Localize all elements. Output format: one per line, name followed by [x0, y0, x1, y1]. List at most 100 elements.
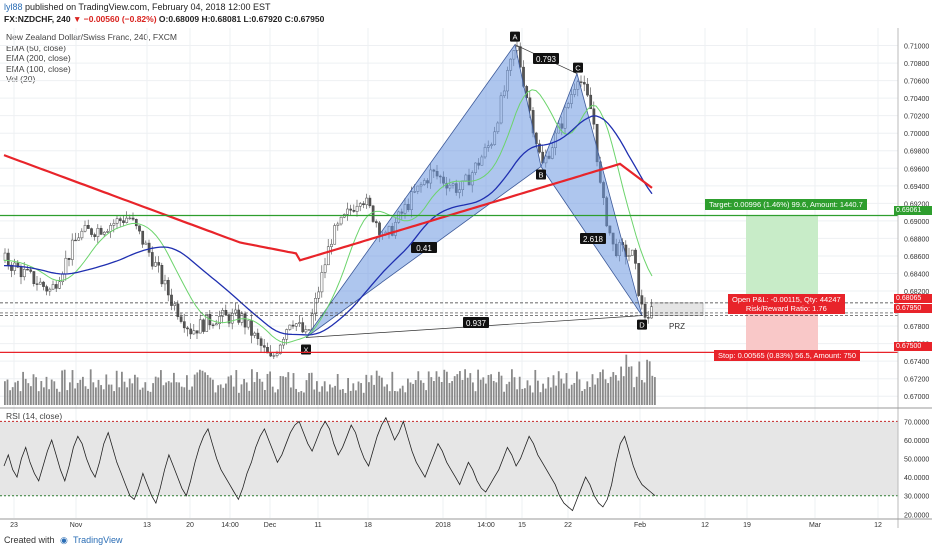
- point-badge: [573, 62, 583, 73]
- rsi-tick-label: 40.0000: [904, 475, 929, 482]
- legend-volume[interactable]: Vol (20): [6, 74, 36, 84]
- pattern-point-a: A: [510, 31, 520, 42]
- volume-bar: [407, 378, 409, 405]
- candle-body: [230, 312, 234, 324]
- volume-bar: [609, 376, 612, 405]
- price-tick-label: 0.67800: [904, 324, 929, 331]
- volume-bar: [240, 384, 243, 405]
- volume-bar: [292, 373, 295, 405]
- volume-bar: [214, 392, 217, 405]
- volume-bar: [35, 377, 37, 405]
- volume-bar: [589, 386, 591, 405]
- volume-bar: [505, 384, 508, 405]
- ema-100-line: [3, 115, 653, 336]
- candle-body: [371, 205, 375, 222]
- volume-bar: [625, 354, 628, 405]
- volume-bar: [596, 378, 599, 405]
- volume-bar: [344, 392, 347, 405]
- volume-bar: [440, 381, 443, 405]
- ratio-badge: [463, 317, 489, 328]
- candle-body: [333, 225, 337, 245]
- volume-bar: [243, 378, 245, 405]
- volume-bar: [61, 370, 63, 405]
- candle-body: [272, 355, 276, 357]
- price-tick-label: 0.68400: [904, 271, 929, 278]
- volume-bar: [136, 377, 139, 405]
- author-name[interactable]: lyl88: [4, 2, 23, 12]
- volume-bar: [565, 373, 568, 405]
- volume-bar: [4, 381, 6, 405]
- volume-bar: [245, 382, 248, 405]
- volume-bar: [217, 385, 219, 405]
- price-tick-label: 0.70400: [904, 96, 929, 103]
- price-tick-label: 0.70200: [904, 114, 929, 121]
- price-tick-label: 0.69400: [904, 184, 929, 191]
- candle-body: [173, 303, 177, 306]
- volume-bar: [141, 387, 144, 405]
- legend-title: New Zealand Dollar/Swiss Franc, 240, FXC…: [6, 32, 178, 42]
- price-tick-label: 0.69000: [904, 219, 929, 226]
- candle-body: [38, 281, 42, 285]
- candle-body: [237, 309, 241, 323]
- volume-bar: [503, 391, 505, 405]
- volume-bar: [149, 391, 152, 405]
- volume-bar: [6, 379, 9, 405]
- volume-bar: [654, 377, 656, 405]
- indicator-legend: New Zealand Dollar/Swiss Franc, 240, FXC…: [6, 32, 177, 85]
- volume-bars: [4, 354, 656, 405]
- candle-body: [22, 269, 26, 278]
- ratio-bd: 2.618: [580, 233, 606, 244]
- volume-bar: [602, 369, 604, 405]
- volume-bar: [279, 376, 282, 405]
- candle-body: [256, 332, 260, 339]
- target-tag[interactable]: Target: 0.00996 (1.46%) 99.6, Amount: 14…: [705, 199, 867, 210]
- target-price-tag: 0.69061: [894, 206, 932, 215]
- volume-bar: [435, 371, 438, 405]
- volume-bar: [40, 381, 43, 405]
- time-tick-label: 20: [186, 522, 194, 529]
- ema-lines: [3, 89, 653, 344]
- candle-body: [99, 228, 103, 235]
- candle-body: [288, 324, 292, 330]
- volume-bar: [399, 388, 401, 405]
- footer-brand[interactable]: TradingView: [73, 535, 123, 545]
- volume-bar: [167, 381, 170, 405]
- legend-ema50[interactable]: EMA (50, close): [6, 42, 66, 53]
- pattern-triangle-xab: [305, 43, 542, 338]
- volume-bar: [326, 391, 329, 405]
- volume-bar: [152, 383, 154, 405]
- volume-bar: [448, 383, 451, 405]
- legend-ema200[interactable]: EMA (200, close): [6, 53, 71, 63]
- candle-body: [154, 262, 157, 267]
- tradingview-logo-icon[interactable]: ◉: [60, 535, 68, 545]
- candle-body: [275, 353, 279, 356]
- candle-body: [125, 217, 129, 223]
- candle-body: [320, 272, 324, 293]
- rsi-band: [0, 421, 898, 496]
- volume-bar: [349, 390, 352, 405]
- volume-bar: [433, 381, 435, 405]
- volume-bar: [524, 388, 526, 405]
- candle-body: [186, 327, 189, 330]
- volume-bar: [188, 389, 191, 405]
- price-tick-label: 0.71000: [904, 44, 929, 51]
- volume-bar: [495, 382, 498, 405]
- candle-body: [10, 264, 13, 271]
- volume-bar: [108, 384, 110, 405]
- candle-body: [374, 221, 378, 224]
- stop-tag[interactable]: Stop: 0.00565 (0.83%) 56.5, Amount: 750: [714, 350, 861, 361]
- volume-bar: [446, 371, 448, 405]
- volume-bar: [79, 379, 82, 405]
- open-pl-tag[interactable]: Open P&L: -0.00115, Qty: 44247 Risk/Rewa…: [728, 294, 845, 314]
- candle-body: [227, 314, 231, 324]
- candle-body: [518, 46, 522, 68]
- volume-bar: [443, 369, 446, 405]
- candle-body: [262, 345, 266, 348]
- volume-bar: [414, 380, 417, 405]
- footer: Created with ◉ TradingView: [0, 532, 932, 550]
- volume-bar: [604, 379, 607, 405]
- volume-bar: [555, 385, 557, 405]
- legend-ema100[interactable]: EMA (100, close): [6, 63, 71, 74]
- volume-bar: [646, 359, 648, 405]
